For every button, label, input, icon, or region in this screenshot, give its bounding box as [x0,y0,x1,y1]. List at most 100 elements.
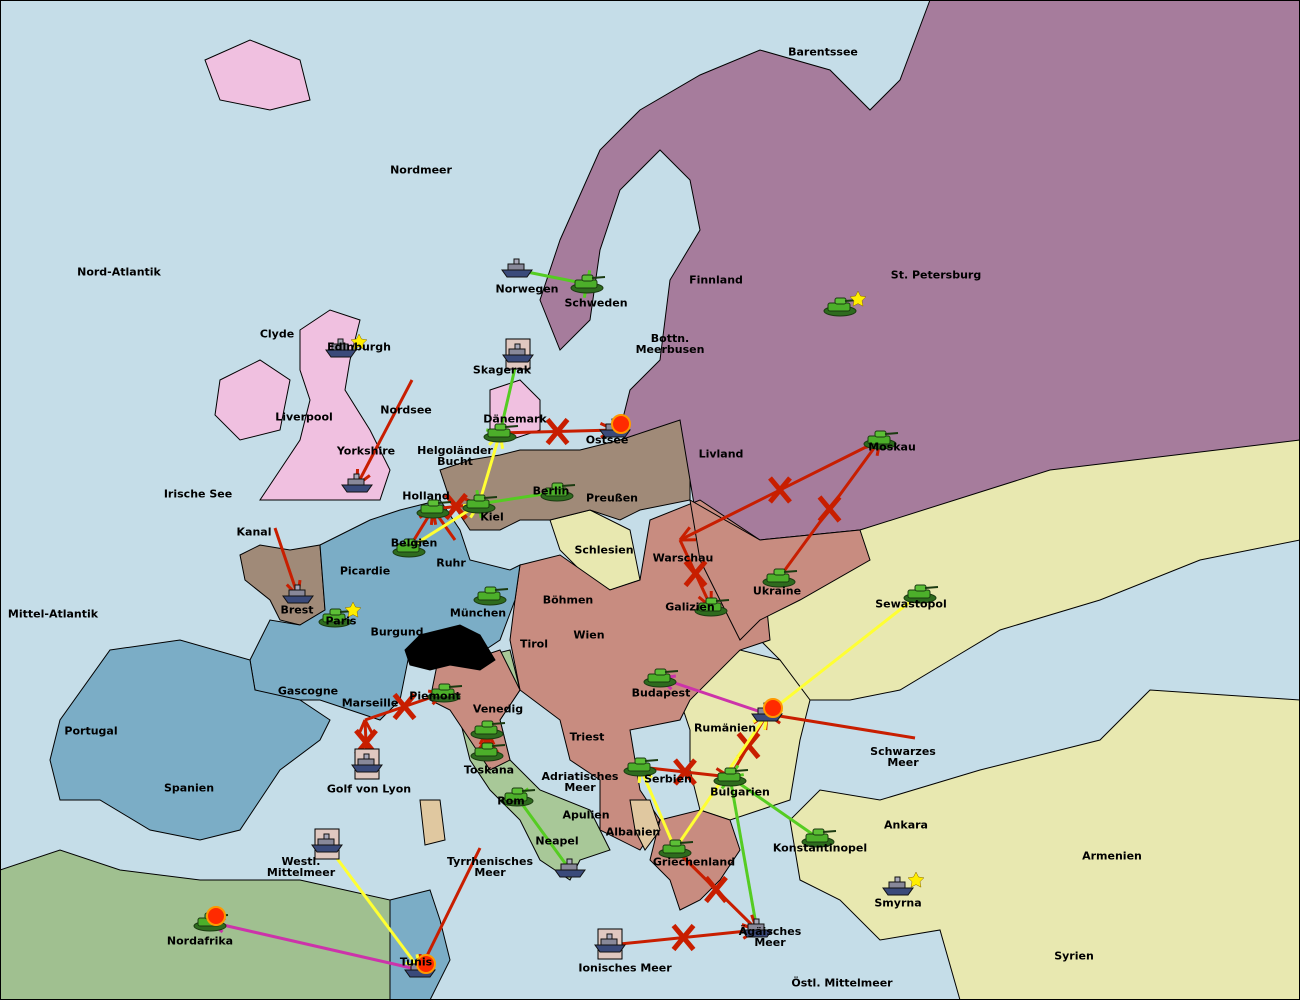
fleet-ship-icon[interactable] [341,473,373,493]
fleet-ship-icon[interactable] [501,258,533,278]
province-label[interactable]: Gascogne [277,684,339,698]
region-greece[interactable] [649,809,741,911]
region-albanien[interactable] [629,799,661,851]
province-label[interactable]: Barentssee [788,45,858,59]
fleet-ship-icon[interactable] [594,928,626,960]
province-label[interactable]: Albanien [605,825,661,839]
region-sardinien[interactable] [419,799,446,846]
province-label[interactable]: Nordsee [380,403,432,417]
province-label[interactable]: München [449,606,507,620]
province-label[interactable]: Ankara [884,818,928,832]
province-label[interactable]: Bottn. Meerbusen [635,332,705,356]
province-label[interactable]: Marseille [341,696,399,710]
province-label[interactable]: Sewastopol [875,597,947,611]
province-label[interactable]: Portugal [64,724,118,738]
province-label[interactable]: Spanien [163,781,215,795]
province-label[interactable]: Holland [402,489,450,503]
army-tank-icon[interactable] [903,584,939,604]
province-label[interactable]: Schweden [564,296,628,310]
fleet-ship-icon[interactable] [751,698,783,722]
province-label[interactable]: Ostsee [585,433,629,447]
army-tank-icon[interactable] [473,586,509,606]
province-label[interactable]: Östl. Mittelmeer [791,976,893,990]
province-label[interactable]: Ukraine [752,584,802,598]
province-label[interactable]: Bulgarien [710,785,770,799]
province-label[interactable]: Picardie [339,564,391,578]
army-tank-icon[interactable] [470,720,506,740]
army-tank-icon[interactable] [823,290,867,317]
province-label[interactable]: Brest [280,603,314,617]
army-tank-icon[interactable] [470,742,506,762]
army-tank-icon[interactable] [570,274,606,294]
province-label[interactable]: Tyrrhenisches Meer [446,855,534,879]
province-label[interactable]: Kanal [236,525,272,539]
province-label[interactable]: Apulien [562,808,610,822]
army-tank-icon[interactable] [694,597,730,617]
province-label[interactable]: Schwarzes Meer [870,745,936,769]
province-label[interactable]: Berlin [532,484,570,498]
fleet-ship-icon[interactable] [404,954,436,978]
province-label[interactable]: Adriatisches Meer [541,770,619,794]
fleet-ship-icon[interactable] [311,828,343,860]
province-label[interactable]: Paris [325,614,357,628]
province-label[interactable]: Böhmen [542,593,594,607]
province-label[interactable]: Westl. Mittelmeer [266,855,336,879]
army-tank-icon[interactable] [713,767,749,787]
province-label[interactable]: Rom [497,794,525,808]
province-label[interactable]: Clyde [259,327,295,341]
army-tank-icon[interactable] [643,668,679,688]
province-label[interactable]: Liverpool [275,410,333,424]
province-label[interactable]: Tirol [519,637,549,651]
province-label[interactable]: Golf von Lyon [326,782,412,796]
region-island[interactable] [204,39,311,111]
fleet-ship-icon[interactable] [599,414,631,438]
army-tank-icon[interactable] [462,494,498,514]
province-label[interactable]: Norwegen [495,282,559,296]
province-label[interactable]: Yorkshire [336,444,396,458]
province-label[interactable]: Kiel [480,510,504,524]
province-label[interactable]: Toskana [463,763,515,777]
province-label[interactable]: Nord-Atlantik [77,265,161,279]
province-label[interactable]: Warschau [652,551,714,565]
region-tunis[interactable] [389,889,451,1000]
province-label[interactable]: Galizien [665,600,715,614]
province-label[interactable]: Dänemark [483,412,547,426]
army-tank-icon[interactable] [483,423,519,443]
fleet-ship-icon[interactable] [882,871,925,896]
province-label[interactable]: Venedig [472,702,524,716]
region-turkey[interactable] [759,439,1300,1000]
army-tank-icon[interactable] [392,538,428,558]
province-label[interactable]: Nordmeer [390,163,452,177]
fleet-ship-icon[interactable] [554,858,586,878]
province-label[interactable]: Tunis [399,955,433,969]
province-label[interactable]: Triest [569,730,605,744]
province-label[interactable]: Griechenland [652,855,736,869]
province-label[interactable]: Ägäisches Meer [738,925,802,949]
army-tank-icon[interactable] [623,757,659,777]
army-tank-icon[interactable] [500,787,536,807]
fleet-ship-icon[interactable] [282,584,314,604]
army-tank-icon[interactable] [762,568,798,588]
province-label[interactable]: Rumänien [693,721,757,735]
province-label[interactable]: Piemont [409,689,461,703]
fleet-ship-icon[interactable] [502,338,534,370]
province-label[interactable]: Konstantinopel [772,841,868,855]
province-label[interactable]: Ruhr [436,556,466,570]
army-tank-icon[interactable] [427,683,463,703]
region-austria[interactable] [509,499,771,851]
province-label[interactable]: Ionisches Meer [578,961,672,975]
army-tank-icon[interactable] [540,482,576,502]
province-label[interactable]: St. Petersburg [890,268,982,282]
province-label[interactable]: Nordafrika [166,934,234,948]
province-label[interactable]: Finnland [689,273,743,287]
region-germany[interactable] [439,419,691,531]
region-iberia[interactable] [49,639,331,841]
province-label[interactable]: Moskau [868,440,916,454]
province-label[interactable]: Livland [698,447,744,461]
province-label[interactable]: Schlesien [574,543,634,557]
region-irland[interactable] [214,359,291,441]
province-label[interactable]: Irische See [163,487,233,501]
province-label[interactable]: Syrien [1054,949,1094,963]
province-label[interactable]: Skagerak [472,363,532,377]
army-tank-icon[interactable] [318,601,362,628]
